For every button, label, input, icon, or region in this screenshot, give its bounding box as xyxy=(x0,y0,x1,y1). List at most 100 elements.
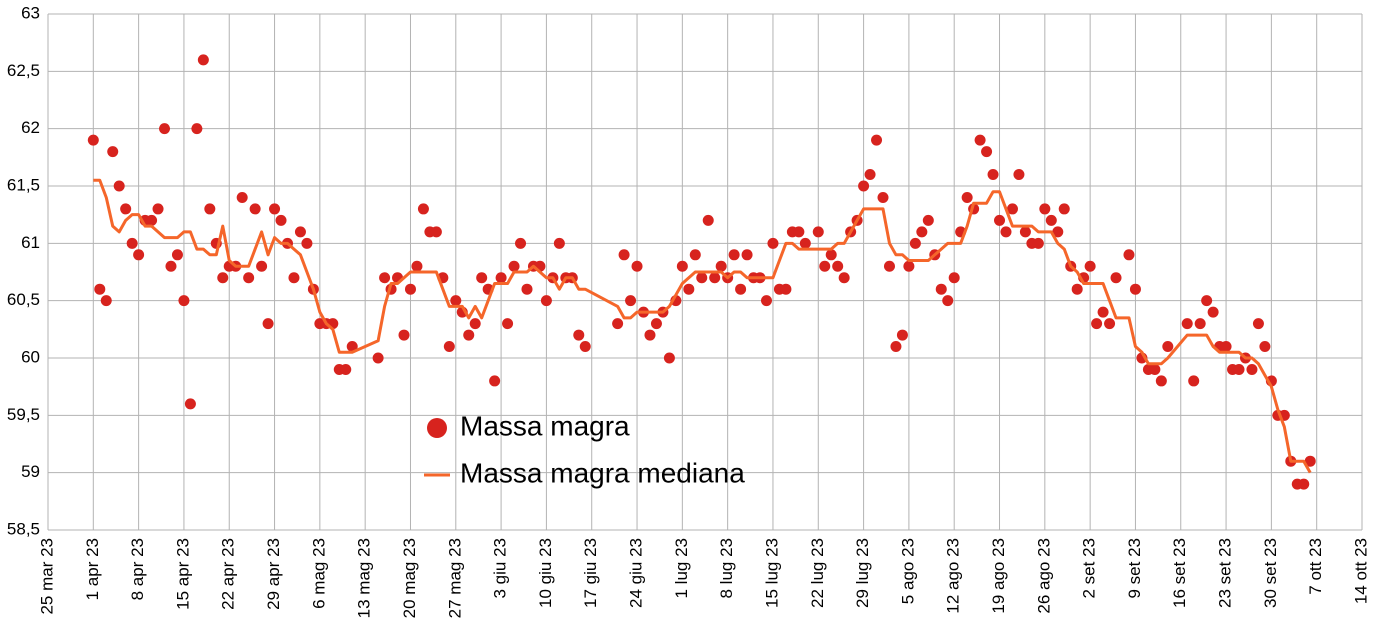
data-point xyxy=(663,352,675,364)
data-point xyxy=(1304,455,1316,467)
y-tick-label: 59 xyxy=(21,462,40,481)
data-point xyxy=(922,214,934,226)
data-point xyxy=(379,272,391,284)
data-point xyxy=(197,54,209,66)
x-tick-label: 6 mag 23 xyxy=(309,538,328,609)
x-tick-label: 29 lug 23 xyxy=(853,538,872,608)
data-point xyxy=(896,329,908,341)
data-point xyxy=(871,134,883,146)
x-tick-label: 25 mar 23 xyxy=(37,538,56,615)
data-point xyxy=(120,203,132,215)
data-point xyxy=(683,283,695,295)
data-point xyxy=(981,146,993,158)
data-point xyxy=(832,260,844,272)
data-point xyxy=(404,283,416,295)
data-point xyxy=(877,191,889,203)
data-point xyxy=(540,295,552,307)
data-point xyxy=(217,272,229,284)
y-tick-label: 61 xyxy=(21,233,40,252)
data-point xyxy=(864,169,876,181)
data-point xyxy=(417,203,429,215)
data-point xyxy=(469,318,481,330)
data-point xyxy=(521,283,533,295)
data-point xyxy=(631,260,643,272)
data-point xyxy=(340,363,352,375)
data-point xyxy=(994,214,1006,226)
data-point xyxy=(159,123,171,135)
data-point xyxy=(1246,363,1258,375)
x-tick-label: 26 ago 23 xyxy=(1034,538,1053,614)
data-point xyxy=(372,352,384,364)
data-point xyxy=(495,272,507,284)
data-point xyxy=(398,329,410,341)
data-point xyxy=(676,260,688,272)
data-point xyxy=(1045,214,1057,226)
data-point xyxy=(165,260,177,272)
data-point xyxy=(715,260,727,272)
data-point xyxy=(94,283,106,295)
data-point xyxy=(1149,363,1161,375)
data-point xyxy=(191,123,203,135)
data-point xyxy=(87,134,99,146)
data-point xyxy=(825,249,837,261)
data-point xyxy=(1201,295,1213,307)
data-point xyxy=(644,329,656,341)
x-tick-label: 13 mag 23 xyxy=(355,538,374,618)
data-point xyxy=(909,237,921,249)
data-point xyxy=(463,329,475,341)
data-point xyxy=(709,272,721,284)
data-point xyxy=(735,283,747,295)
data-point xyxy=(579,341,591,353)
data-point xyxy=(767,237,779,249)
median-line xyxy=(93,178,1312,474)
data-point xyxy=(1129,283,1141,295)
data-point xyxy=(573,329,585,341)
data-point xyxy=(430,226,442,238)
x-tick-label: 17 giu 23 xyxy=(581,538,600,608)
y-tick-label: 62,5 xyxy=(7,61,40,80)
data-point xyxy=(294,226,306,238)
data-point xyxy=(1006,203,1018,215)
legend-label: Massa magra mediana xyxy=(460,457,745,488)
y-tick-label: 59,5 xyxy=(7,405,40,424)
data-point xyxy=(696,272,708,284)
x-tick-label: 9 set 23 xyxy=(1125,538,1144,599)
data-point xyxy=(133,249,145,261)
data-point xyxy=(256,260,268,272)
data-point xyxy=(269,203,281,215)
data-point xyxy=(838,272,850,284)
data-point xyxy=(243,272,255,284)
data-point xyxy=(236,191,248,203)
data-point xyxy=(508,260,520,272)
y-tick-label: 60 xyxy=(21,347,40,366)
y-tick-label: 61,5 xyxy=(7,175,40,194)
data-point xyxy=(152,203,164,215)
data-point xyxy=(553,237,565,249)
data-point xyxy=(1052,226,1064,238)
data-point xyxy=(858,180,870,192)
data-point xyxy=(1039,203,1051,215)
data-point xyxy=(883,260,895,272)
data-point xyxy=(974,134,986,146)
x-tick-label: 7 ott 23 xyxy=(1306,538,1325,595)
x-tick-label: 15 apr 23 xyxy=(173,538,192,610)
y-tick-label: 62 xyxy=(21,118,40,137)
data-point xyxy=(1058,203,1070,215)
legend-label: Massa magra xyxy=(460,410,630,441)
x-tick-label: 1 apr 23 xyxy=(83,538,102,600)
data-point xyxy=(515,237,527,249)
x-tick-label: 1 lug 23 xyxy=(672,538,691,599)
data-point xyxy=(1032,237,1044,249)
data-point xyxy=(1181,318,1193,330)
data-point xyxy=(793,226,805,238)
x-tick-label: 8 apr 23 xyxy=(128,538,147,600)
data-point xyxy=(184,398,196,410)
x-tick-label: 27 mag 23 xyxy=(445,538,464,618)
data-point xyxy=(1000,226,1012,238)
data-point xyxy=(1019,226,1031,238)
data-point xyxy=(1155,375,1167,387)
y-tick-label: 60,5 xyxy=(7,290,40,309)
data-point xyxy=(689,249,701,261)
x-tick-label: 22 lug 23 xyxy=(808,538,827,608)
